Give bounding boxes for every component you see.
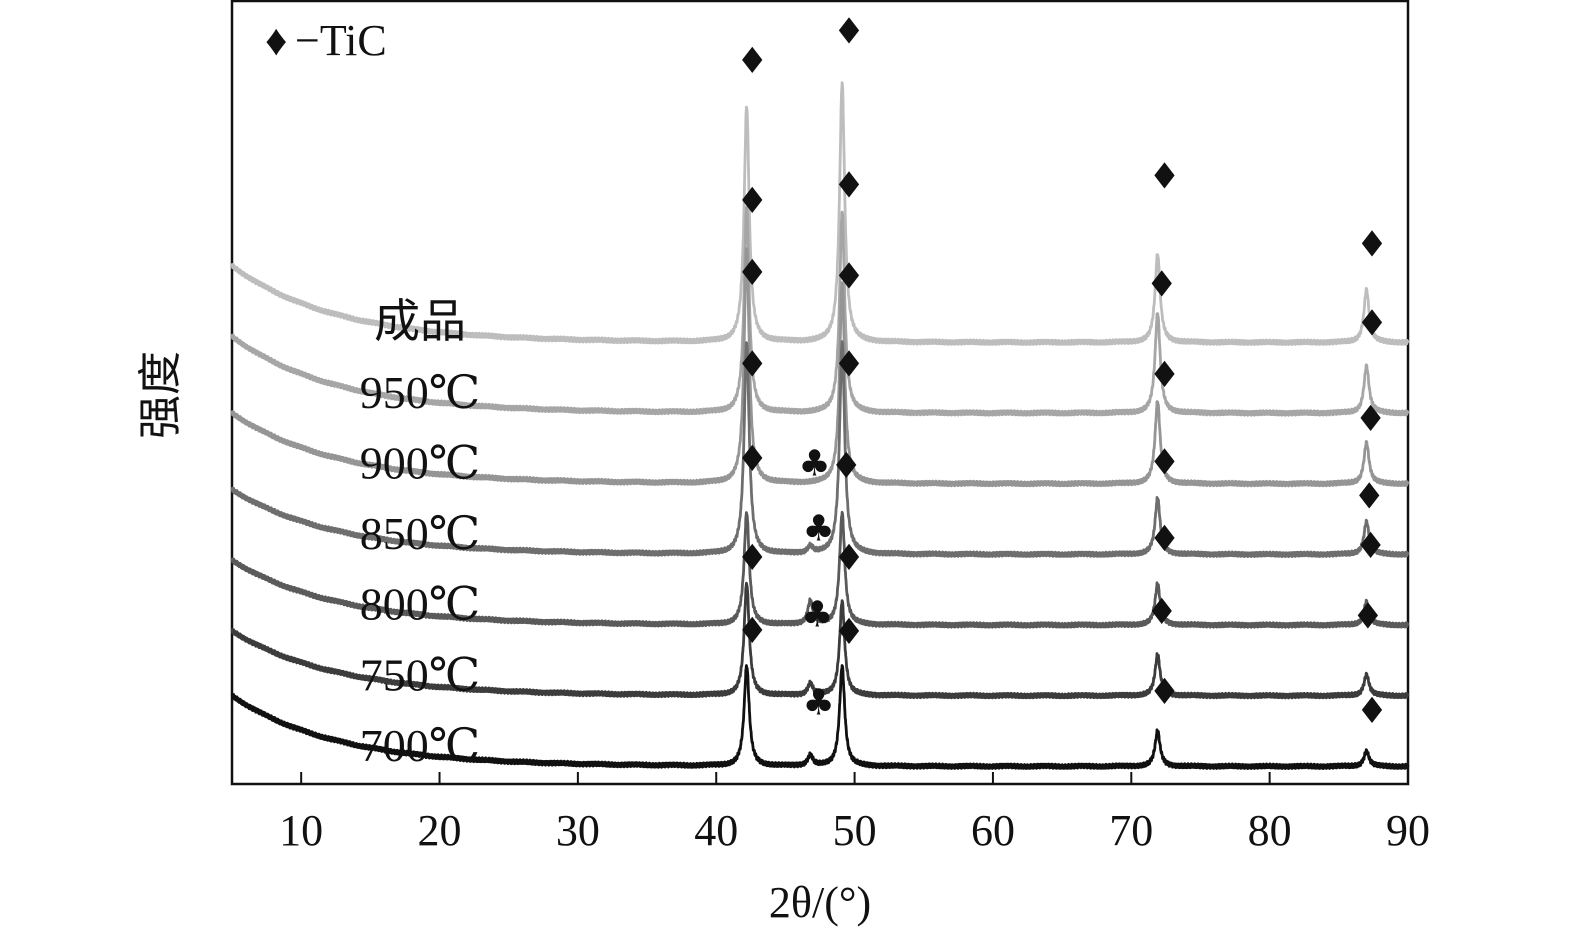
series-layer [230, 81, 1410, 770]
tic-peak-marker: ♦ [1148, 442, 1180, 483]
x-tick-label: 60 [971, 806, 1015, 855]
x-tick-label: 90 [1386, 806, 1430, 855]
tic-peak-marker: ♦ [1355, 526, 1387, 567]
club-peak-marker: ♣ [801, 594, 833, 635]
tic-peak-marker: ♦ [833, 256, 865, 297]
legend: ♦ −TiC [265, 16, 387, 65]
series-label: 750℃ [360, 649, 480, 700]
tic-peak-marker: ♦ [1146, 592, 1178, 633]
marker-layer: ♦♦♦♦♦ ♦♦♦♦ ♦♦♦♦ ♦♣ ♦♦♦ ♦♣ ♦ ♦♦ ♦♣ ♦ ♦♦ ♦♣ ♦ ♦ [736, 11, 1388, 731]
tic-peak-marker: ♦ [830, 446, 862, 487]
tic-peak-marker: ♦ [1356, 691, 1388, 732]
club-peak-marker: ♣ [802, 508, 834, 549]
tic-peak-marker: ♦ [1352, 597, 1384, 638]
legend-label: −TiC [295, 16, 387, 65]
tic-peak-marker: ♦ [1148, 156, 1180, 197]
series-line [230, 247, 1410, 488]
tic-peak-marker: ♦ [1148, 672, 1180, 713]
series-label: 850℃ [360, 508, 480, 559]
x-axis-title: 2θ/(°) [769, 878, 871, 927]
tic-peak-marker: ♦ [1355, 399, 1387, 440]
tic-peak-marker: ♦ [736, 41, 768, 82]
series-label: 700℃ [360, 720, 480, 771]
plot-frame [230, 0, 1410, 786]
series-label-layer: 成品 950℃ 900℃ 850℃ 800℃ 750℃ 700℃ [360, 296, 480, 771]
series-label: 900℃ [360, 437, 480, 488]
x-tick-label: 50 [833, 806, 877, 855]
tic-peak-marker: ♦ [736, 181, 768, 222]
tic-peak-marker: ♦ [736, 439, 768, 480]
tic-peak-marker: ♦ [1356, 225, 1388, 266]
x-tick-label: 10 [279, 806, 323, 855]
series-line [230, 340, 1410, 558]
series-label: 成品 [374, 296, 466, 347]
tic-peak-marker: ♦ [1356, 303, 1388, 344]
tic-peak-marker: ♦ [1148, 519, 1180, 560]
tic-peak-marker: ♦ [833, 11, 865, 52]
series-line [230, 81, 1410, 346]
series-line [230, 581, 1410, 700]
series-line [230, 664, 1410, 770]
x-tick-label: 20 [418, 806, 462, 855]
tic-peak-marker: ♦ [736, 611, 768, 652]
y-axis-title: 强度 [136, 351, 185, 439]
tic-peak-marker: ♦ [1146, 265, 1178, 306]
series-label: 800℃ [360, 579, 480, 630]
tic-peak-marker: ♦ [833, 538, 865, 579]
tic-peak-marker: ♦ [1353, 477, 1385, 518]
x-tick-label: 70 [1109, 806, 1153, 855]
series-label: 950℃ [360, 367, 480, 418]
tic-peak-marker: ♦ [833, 166, 865, 207]
legend-symbol: ♦ [265, 16, 287, 65]
x-tick-label: 80 [1248, 806, 1292, 855]
tic-peak-marker: ♦ [736, 538, 768, 579]
x-tick-label: 40 [694, 806, 738, 855]
tic-peak-marker: ♦ [833, 345, 865, 386]
x-axis: 10 20 30 40 50 60 70 80 90 [279, 772, 1430, 855]
club-peak-marker: ♣ [798, 444, 830, 485]
tic-peak-marker: ♦ [833, 612, 865, 653]
series-line [230, 510, 1410, 629]
x-tick-label: 30 [556, 806, 600, 855]
series-line [230, 205, 1410, 417]
tic-peak-marker: ♦ [736, 345, 768, 386]
tic-peak-marker: ♦ [1148, 355, 1180, 396]
club-peak-marker: ♣ [802, 683, 834, 724]
tic-peak-marker: ♦ [736, 253, 768, 294]
